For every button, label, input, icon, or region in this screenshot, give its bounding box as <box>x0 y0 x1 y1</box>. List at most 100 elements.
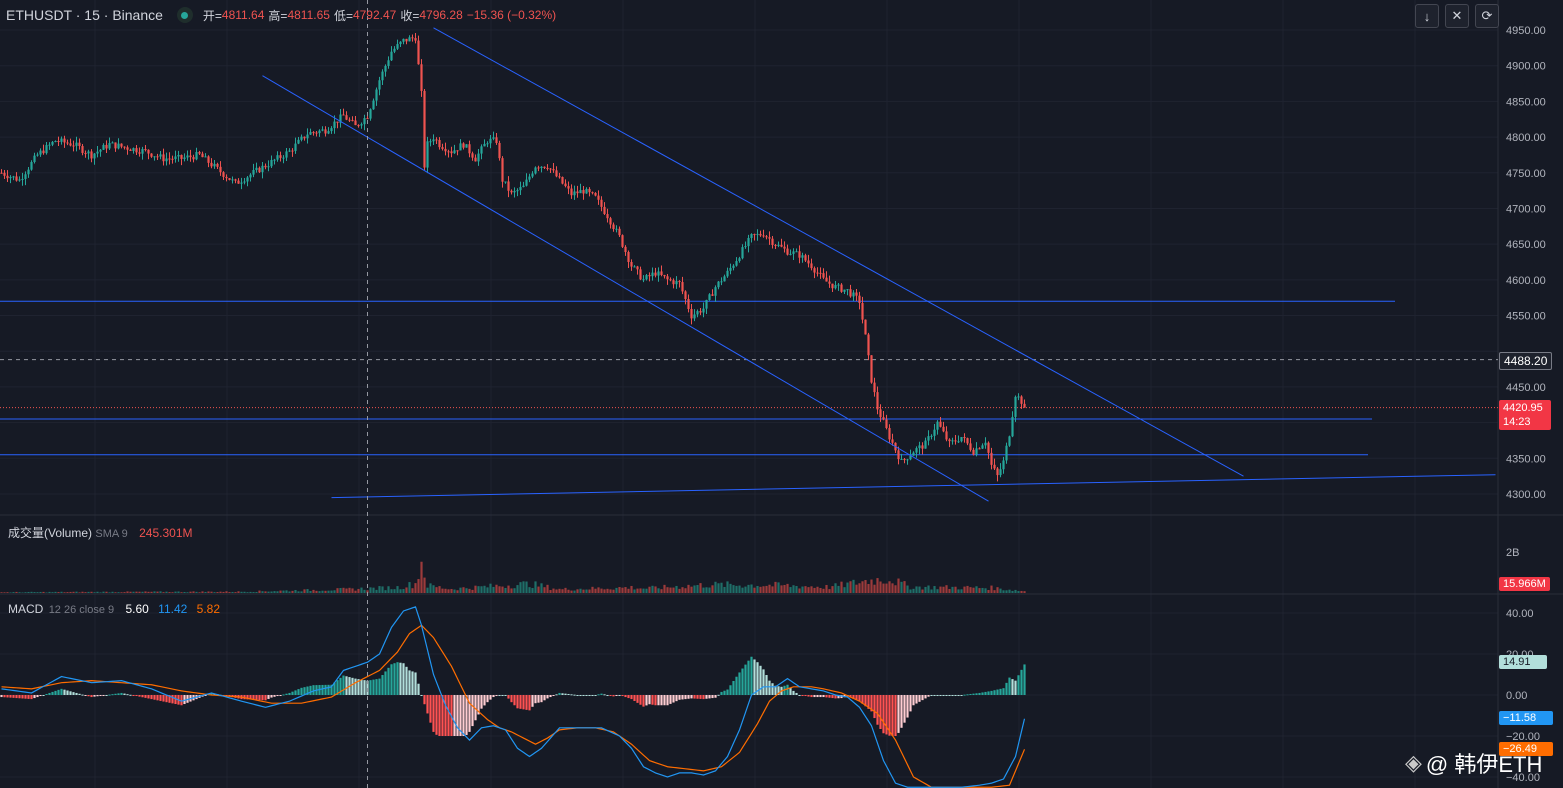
macd-histogram-bar <box>735 676 738 695</box>
volume-bar <box>855 584 858 593</box>
volume-bar <box>906 585 909 593</box>
macd-histogram-bar <box>393 663 396 695</box>
volume-bar <box>786 583 789 593</box>
candle-body <box>579 190 582 194</box>
volume-bar <box>564 587 567 593</box>
macd-histogram-bar <box>102 695 105 696</box>
volume-bar <box>972 587 975 593</box>
macd-histogram-bar <box>474 695 477 721</box>
candle-body <box>78 142 81 147</box>
macd-histogram-bar <box>414 672 417 695</box>
macd-histogram-bar <box>615 695 618 696</box>
arrow-down-icon[interactable]: ↓ <box>1415 4 1439 28</box>
price-tick-label: 4550.00 <box>1506 311 1546 323</box>
volume-bar <box>663 584 666 593</box>
volume-bar <box>522 581 525 593</box>
candle-body <box>600 199 603 207</box>
macd-histogram-bar <box>1011 679 1014 695</box>
candle-body <box>282 157 285 159</box>
volume-title[interactable]: 成交量(Volume) <box>8 526 93 540</box>
candle-body <box>558 176 561 178</box>
macd-histogram-bar <box>141 695 144 698</box>
volume-bar <box>555 589 558 593</box>
candle-body <box>819 272 822 274</box>
symbol-title[interactable]: ETHUSDT · 15 · Binance <box>6 7 163 23</box>
macd-histogram-bar <box>117 693 120 695</box>
candle-body <box>999 469 1002 476</box>
volume-bar <box>102 591 105 593</box>
candle-body <box>969 443 972 450</box>
volume-bar <box>681 587 684 593</box>
candle-body <box>966 438 969 444</box>
collapse-icon[interactable]: ✕ <box>1445 4 1469 28</box>
macd-histogram-bar <box>777 686 780 695</box>
volume-bar <box>714 581 717 593</box>
macd-histogram-bar <box>708 695 711 699</box>
candle-body <box>1014 396 1017 417</box>
candle-body <box>837 284 840 286</box>
macd-histogram-bar <box>294 690 297 695</box>
volume-bar <box>603 589 606 593</box>
macd-histogram-bar <box>168 695 171 703</box>
volume-bar <box>942 586 945 593</box>
macd-histogram-bar <box>39 695 42 697</box>
macd-title[interactable]: MACD <box>8 602 44 616</box>
candle-body <box>705 299 708 309</box>
volume-bar <box>162 592 165 593</box>
volume-bar <box>984 588 987 593</box>
macd-histogram-bar <box>426 695 429 714</box>
candle-body <box>915 448 918 453</box>
volume-bar <box>381 586 384 593</box>
candle-body <box>570 188 573 196</box>
macd-histogram-bar <box>306 686 309 695</box>
open-label: 开= <box>202 8 222 23</box>
volume-bar <box>645 588 648 593</box>
macd-histogram-bar <box>282 694 285 696</box>
volume-bar <box>948 588 951 593</box>
volume-bar <box>939 586 942 593</box>
candle-body <box>987 442 990 453</box>
volume-bar <box>501 586 504 593</box>
candle-body <box>645 275 648 280</box>
macd-histogram-bar <box>480 695 483 709</box>
volume-bar <box>0 592 3 593</box>
candle-body <box>207 156 210 163</box>
macd-histogram-bar <box>321 684 324 695</box>
candle-body <box>729 267 732 271</box>
candle-body <box>216 163 219 167</box>
candle-body <box>807 260 810 264</box>
macd-histogram-bar <box>519 695 522 709</box>
volume-bar <box>936 589 939 593</box>
candle-body <box>291 150 294 152</box>
candle-body <box>891 439 894 443</box>
macd-hist-value: 5.60 <box>125 602 149 616</box>
volume-bar <box>96 591 99 593</box>
macd-signal-tag: −26.49 <box>1499 742 1553 756</box>
volume-bar <box>675 585 678 593</box>
candle-body <box>261 165 264 173</box>
macd-histogram-bar <box>534 695 537 704</box>
candle-body <box>300 136 303 140</box>
volume-bars <box>0 561 1026 593</box>
volume-bar <box>474 585 477 593</box>
macd-histogram-bar <box>276 695 279 697</box>
macd-histogram-bar <box>498 695 501 696</box>
volume-bar <box>900 581 903 593</box>
volume-bar <box>690 586 693 593</box>
candle-body <box>450 151 453 154</box>
refresh-icon[interactable]: ⟳ <box>1475 4 1499 28</box>
volume-bar <box>321 590 324 593</box>
volume-bar <box>165 591 168 593</box>
candle-body <box>591 192 594 194</box>
macd-histogram-bar <box>258 695 261 701</box>
macd-histogram-bar <box>486 695 489 703</box>
volume-bar <box>996 587 999 593</box>
candle-body <box>12 176 15 178</box>
volume-bar <box>312 589 315 593</box>
volume-bar <box>909 589 912 593</box>
candle-body <box>735 261 738 266</box>
candle-body <box>972 449 975 455</box>
volume-bar <box>957 589 960 593</box>
macd-histogram-bar <box>429 695 432 723</box>
